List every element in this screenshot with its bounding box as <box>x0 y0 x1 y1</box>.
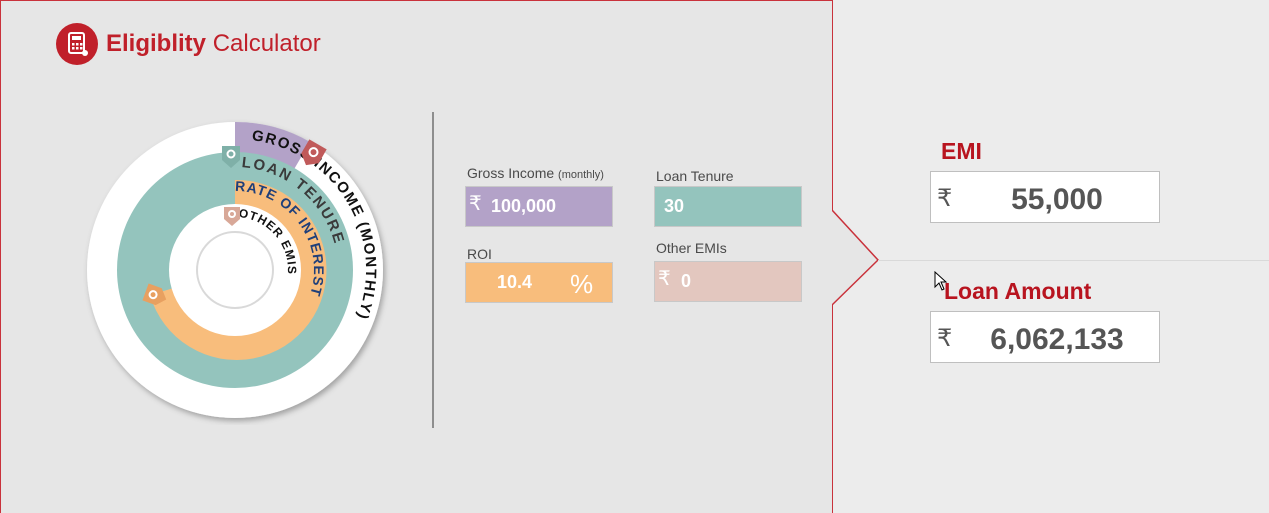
roi-field[interactable]: 10.4 % <box>465 262 613 303</box>
panel-divider <box>878 260 1269 261</box>
loan-amount-label: Loan Amount <box>944 278 1092 304</box>
loan-amount-output: ₹ 6,062,133 <box>930 311 1160 363</box>
income-handle[interactable] <box>297 139 327 170</box>
other-emis-value: 0 <box>681 271 692 291</box>
emis-handle[interactable] <box>224 207 240 226</box>
section-divider <box>432 112 434 428</box>
loan-tenure-value: 30 <box>664 196 685 216</box>
emi-label: EMI <box>941 138 982 164</box>
roi-value: 10.4 <box>497 272 533 292</box>
gross-income-field[interactable]: ₹ 100,000 <box>465 186 613 227</box>
percent-unit: % <box>570 269 594 299</box>
roi-handle[interactable] <box>142 283 169 307</box>
app-title: Eligiblity Calculator <box>106 29 321 59</box>
rupee-icon: ₹ <box>937 325 953 352</box>
rupee-icon: ₹ <box>937 185 953 212</box>
center-hole <box>196 231 274 309</box>
panel-left-border-top <box>832 0 833 211</box>
frame-top-border <box>0 0 1269 1</box>
gross-income-value: 100,000 <box>491 196 557 216</box>
loan-tenure-label: Loan Tenure <box>656 168 734 184</box>
results-panel <box>832 0 1269 513</box>
roi-label: ROI <box>467 246 492 262</box>
eligibility-ring-chart: GROSS INCOME (MONTHLY) LOAN TENURE RATE … <box>87 121 383 418</box>
gross-income-label: Gross Income (monthly) <box>467 165 604 181</box>
frame-left-border <box>0 0 1 513</box>
mouse-cursor-icon <box>934 271 948 291</box>
tenure-handle[interactable] <box>222 146 240 168</box>
emi-output: ₹ 55,000 <box>930 171 1160 223</box>
rupee-icon: ₹ <box>469 193 482 215</box>
app-title-rest: Calculator <box>212 30 321 57</box>
loan-amount-value: 6,062,133 <box>990 323 1124 356</box>
loan-tenure-field[interactable]: 30 <box>654 186 802 227</box>
panel-left-border-bottom <box>832 304 833 513</box>
panel-arrow <box>832 210 880 306</box>
calculator-icon <box>56 23 98 65</box>
emi-value: 55,000 <box>1011 183 1103 216</box>
other-emis-label: Other EMIs <box>656 240 727 256</box>
other-emis-field[interactable]: ₹ 0 <box>654 261 802 302</box>
rupee-icon: ₹ <box>658 268 671 290</box>
app-title-bold: Eligiblity <box>106 30 207 57</box>
